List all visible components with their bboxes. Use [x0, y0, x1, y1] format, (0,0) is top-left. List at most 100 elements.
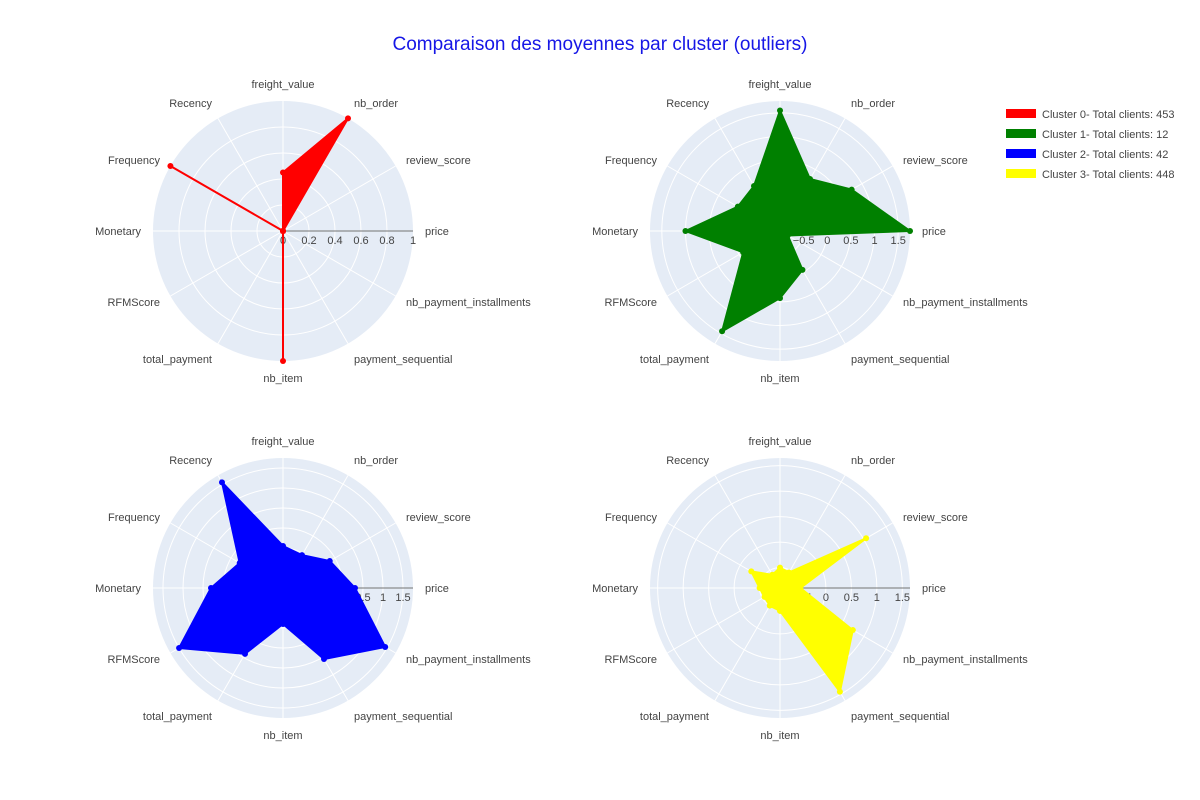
data-point-1-nb_order	[807, 176, 814, 183]
data-point-3-Monetary	[756, 585, 763, 591]
axis-label-freight_value: freight_value	[252, 436, 315, 448]
axis-label-price: price	[922, 226, 946, 238]
axis-label-Monetary: Monetary	[95, 226, 141, 238]
legend-entry-1[interactable]: Cluster 1- Total clients: 12	[1042, 129, 1168, 141]
grid-spoke	[282, 230, 396, 297]
legend-marker-0	[1017, 110, 1025, 118]
axis-label-Recency: Recency	[666, 455, 709, 467]
data-point-3-Recency	[769, 571, 776, 578]
data-point-0-nb_payment_installments	[280, 228, 286, 234]
axis-label-payment_sequential: payment_sequential	[354, 354, 452, 366]
data-point-0-nb_order	[345, 115, 351, 122]
radar-subplot-3: price review_score nb_order freight_value Re…	[592, 436, 1028, 742]
data-point-3-price	[797, 585, 804, 591]
data-point-1-review_score	[848, 186, 855, 193]
radial-tick-label: 1	[410, 235, 416, 247]
axis-label-nb_order: nb_order	[354, 455, 398, 467]
data-point-2-price	[352, 585, 358, 591]
axis-label-nb_item: nb_item	[263, 373, 302, 385]
data-point-2-Monetary	[208, 585, 214, 591]
data-point-2-nb_payment_installments	[382, 644, 389, 650]
axis-label-price: price	[425, 226, 449, 238]
grid-spoke	[217, 230, 284, 344]
radial-tick-label: 0.5	[843, 235, 858, 247]
data-point-3-total_payment	[766, 602, 773, 609]
radial-tick-label: −0.5	[793, 235, 815, 247]
data-point-2-payment_sequential	[321, 656, 327, 663]
axis-label-nb_payment_installments: nb_payment_installments	[903, 654, 1028, 666]
legend: Cluster 0- Total clients: 453 Cluster 1- …	[1006, 109, 1174, 181]
chart-title: Comparaison des moyennes par cluster (ou…	[392, 34, 808, 55]
axis-label-nb_payment_installments: nb_payment_installments	[903, 297, 1028, 309]
legend-entry-2[interactable]: Cluster 2- Total clients: 42	[1042, 149, 1168, 161]
data-point-1-nb_item	[777, 295, 783, 302]
data-point-1-freight_value	[777, 107, 783, 114]
data-point-1-total_payment	[719, 328, 726, 335]
grid-spoke	[170, 230, 284, 297]
radial-tick-label: 1	[871, 235, 877, 247]
data-point-2-review_score	[326, 558, 333, 564]
axis-label-payment_sequential: payment_sequential	[354, 711, 452, 723]
axis-label-Monetary: Monetary	[592, 583, 638, 595]
axis-label-freight_value: freight_value	[252, 79, 315, 91]
axis-label-total_payment: total_payment	[640, 711, 709, 723]
data-point-1-RFMScore	[740, 249, 747, 256]
axis-label-nb_item: nb_item	[263, 730, 302, 742]
axis-label-price: price	[425, 583, 449, 595]
axis-label-price: price	[922, 583, 946, 595]
radial-tick-label: 1	[380, 592, 386, 604]
grid-spoke	[282, 165, 396, 232]
axis-label-review_score: review_score	[406, 512, 471, 524]
radial-tick-label: 1.5	[891, 235, 906, 247]
data-point-1-Monetary	[682, 228, 689, 234]
axis-label-total_payment: total_payment	[640, 354, 709, 366]
legend-entry-3[interactable]: Cluster 3- Total clients: 448	[1042, 169, 1174, 181]
axis-label-nb_item: nb_item	[760, 730, 799, 742]
axis-label-nb_order: nb_order	[851, 455, 895, 467]
data-point-3-nb_order	[785, 569, 792, 576]
data-point-2-total_payment	[242, 650, 248, 657]
data-point-1-nb_payment_installments	[784, 232, 791, 239]
axis-label-Frequency: Frequency	[108, 512, 160, 524]
axis-label-review_score: review_score	[406, 155, 471, 167]
radial-tick-label: 0.4	[327, 235, 342, 247]
data-point-2-Recency	[219, 479, 225, 486]
axis-label-RFMScore: RFMScore	[107, 654, 160, 666]
axis-label-review_score: review_score	[903, 512, 968, 524]
data-point-2-nb_item	[280, 621, 286, 627]
axis-label-nb_order: nb_order	[354, 98, 398, 110]
data-point-2-freight_value	[280, 543, 286, 549]
radar-subplot-0: price review_score nb_order freight_value Re…	[95, 79, 531, 385]
data-point-3-Frequency	[748, 568, 755, 575]
data-point-1-payment_sequential	[799, 266, 806, 273]
grid-spoke	[667, 587, 781, 654]
legend-marker-3	[1017, 170, 1025, 178]
radial-tick-label: 0.6	[353, 235, 368, 247]
legend-marker-2	[1017, 150, 1025, 158]
grid-spoke	[282, 230, 349, 344]
axis-label-payment_sequential: payment_sequential	[851, 354, 949, 366]
axis-label-payment_sequential: payment_sequential	[851, 711, 949, 723]
data-point-3-payment_sequential	[836, 688, 843, 695]
legend-entry-0[interactable]: Cluster 0- Total clients: 453	[1042, 109, 1174, 121]
data-point-1-Frequency	[734, 203, 741, 210]
radar-subplot-1: price review_score nb_order freight_value Re…	[592, 79, 1028, 385]
axis-label-RFMScore: RFMScore	[604, 654, 657, 666]
grid-spoke	[217, 118, 284, 232]
axis-label-freight_value: freight_value	[749, 79, 812, 91]
axis-label-Frequency: Frequency	[108, 155, 160, 167]
radial-tick-label: 0.5	[844, 592, 859, 604]
axis-label-Recency: Recency	[666, 98, 709, 110]
data-point-3-RFMScore	[761, 593, 768, 600]
axis-label-Monetary: Monetary	[95, 583, 141, 595]
radial-tick-label: 1.5	[895, 592, 910, 604]
data-point-3-nb_payment_installments	[849, 627, 856, 634]
axis-label-nb_order: nb_order	[851, 98, 895, 110]
data-point-2-nb_order	[299, 552, 305, 559]
axis-label-total_payment: total_payment	[143, 711, 212, 723]
grid-spoke	[714, 475, 781, 589]
axis-label-Frequency: Frequency	[605, 155, 657, 167]
legend-marker-1	[1017, 130, 1025, 138]
data-point-3-review_score	[863, 535, 870, 542]
data-point-0-Frequency	[167, 163, 174, 169]
